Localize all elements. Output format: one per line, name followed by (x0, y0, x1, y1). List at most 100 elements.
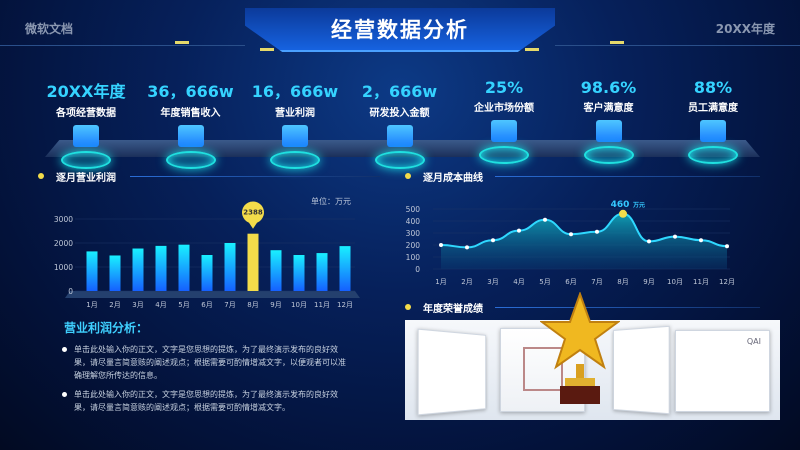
code-window-icon (386, 125, 413, 147)
header-dash (525, 48, 539, 51)
certificate-image: QAI (675, 330, 770, 412)
kpi-value: 2，666w (361, 82, 438, 101)
bar (270, 250, 282, 291)
bar (247, 233, 259, 291)
header-dash (610, 41, 624, 44)
y-tick-label: 2000 (54, 239, 73, 248)
database-coins-icon (282, 125, 308, 147)
data-point (673, 234, 677, 239)
section-dot (405, 304, 411, 310)
kpi-label: 营业利润 (275, 108, 315, 119)
area-fill (441, 213, 727, 269)
kpi-glow-ring (61, 151, 111, 169)
value-callout (242, 201, 264, 229)
bar (155, 245, 167, 291)
section-dot (38, 173, 44, 179)
x-tick-label: 5月 (539, 278, 550, 286)
trophy-star-icon (540, 292, 620, 404)
brand-text: 微软文档 (25, 22, 74, 36)
x-tick-label: 12月 (337, 301, 353, 309)
team-icon (700, 120, 726, 142)
unit-label: 单位：万元 (311, 197, 351, 206)
awards-section-title: 年度荣誉成绩 (423, 304, 483, 315)
profit-bar-chart: 0 1000 2000 3000 1月 2月 3月 4月 5月 6月 7月 8月 2388 9月 10月 11… (54, 201, 360, 309)
kpi-card: 2，666w 研发投入金额 (345, 78, 455, 169)
data-label: 460 (611, 200, 630, 210)
section-line (130, 176, 380, 177)
data-point (699, 238, 703, 243)
y-tick-label: 500 (406, 205, 421, 214)
x-tick-label: 4月 (155, 301, 166, 309)
cost-area-chart: 0 100 200 300 400 500 1月 2月 3月 4月 5月 6月 7月 8月 460 万元 9月 1… (406, 200, 735, 286)
x-tick-label: 3月 (132, 301, 143, 309)
kpi-card: 16，666w 营业利润 (240, 78, 350, 169)
bar (293, 255, 305, 291)
kpi-value: 98.6% (580, 78, 637, 97)
data-point (543, 217, 547, 222)
header-dash (175, 41, 189, 44)
x-tick-label: 1月 (86, 301, 97, 309)
bar (339, 246, 351, 291)
cost-line (440, 212, 728, 249)
data-point (517, 228, 521, 233)
header-dash (260, 48, 274, 51)
x-tick-label: 8月 (247, 301, 258, 309)
header-divider (0, 45, 245, 46)
kpi-label: 研发投入金额 (369, 108, 430, 119)
x-tick-label: 5月 (178, 301, 189, 309)
data-point (491, 238, 495, 243)
bar (132, 248, 144, 291)
kpi-glow-ring (270, 151, 320, 169)
x-tick-label: 12月 (719, 278, 735, 286)
data-point (595, 229, 599, 234)
x-tick-label: 4月 (513, 278, 524, 286)
y-tick-label: 300 (406, 229, 421, 238)
kpi-glow-ring (479, 146, 529, 164)
x-tick-label: 8月 (617, 278, 628, 286)
x-tick-label: 2月 (109, 301, 120, 309)
kpi-glow-ring (583, 146, 634, 164)
bar (224, 243, 236, 291)
section-line (495, 307, 760, 308)
certificate-image (613, 325, 670, 415)
data-label-unit: 万元 (632, 202, 645, 209)
kpi-label: 年度销售收入 (160, 108, 221, 119)
x-tick-label: 9月 (270, 301, 281, 309)
data-label: 2388 (243, 209, 263, 217)
y-tick-label: 400 (406, 217, 421, 226)
data-point (439, 243, 443, 247)
bar-chart-monitor-icon (73, 125, 99, 147)
data-point (647, 239, 651, 244)
x-tick-label: 9月 (643, 278, 654, 286)
y-tick-label: 0 (68, 287, 73, 296)
y-tick-label: 3000 (54, 215, 73, 224)
money-bag-icon (177, 125, 204, 147)
kpi-card: 36，666w 年度销售收入 (136, 78, 246, 169)
data-point (569, 232, 573, 237)
certificate-logo-text: QAI (746, 337, 761, 346)
bar (86, 251, 98, 291)
analysis-title: 营业利润分析： (64, 321, 149, 335)
kpi-stage (45, 140, 760, 157)
y-tick-label: 0 (415, 265, 420, 274)
x-tick-label: 10月 (291, 301, 307, 309)
kpi-value: 88% (693, 78, 733, 97)
bar (201, 255, 213, 291)
title-plate (245, 8, 555, 52)
kpi-label: 客户满意度 (583, 103, 634, 114)
section-line (495, 176, 760, 177)
x-tick-label: 11月 (693, 278, 709, 286)
kpi-glow-ring (165, 151, 216, 169)
kpi-card: 20XX年度 各项经营数据 (31, 78, 141, 169)
bar (316, 253, 328, 291)
kpi-value: 25% (484, 78, 524, 97)
x-tick-label: 6月 (201, 301, 212, 309)
certificate-image (417, 328, 486, 416)
y-tick-label: 1000 (54, 263, 73, 272)
kpi-glow-ring (374, 151, 425, 169)
bar (178, 244, 190, 291)
kpi-label: 员工满意度 (688, 103, 738, 114)
person-icon (595, 120, 622, 142)
kpi-value: 20XX年度 (46, 82, 126, 101)
x-tick-label: 7月 (224, 301, 235, 309)
